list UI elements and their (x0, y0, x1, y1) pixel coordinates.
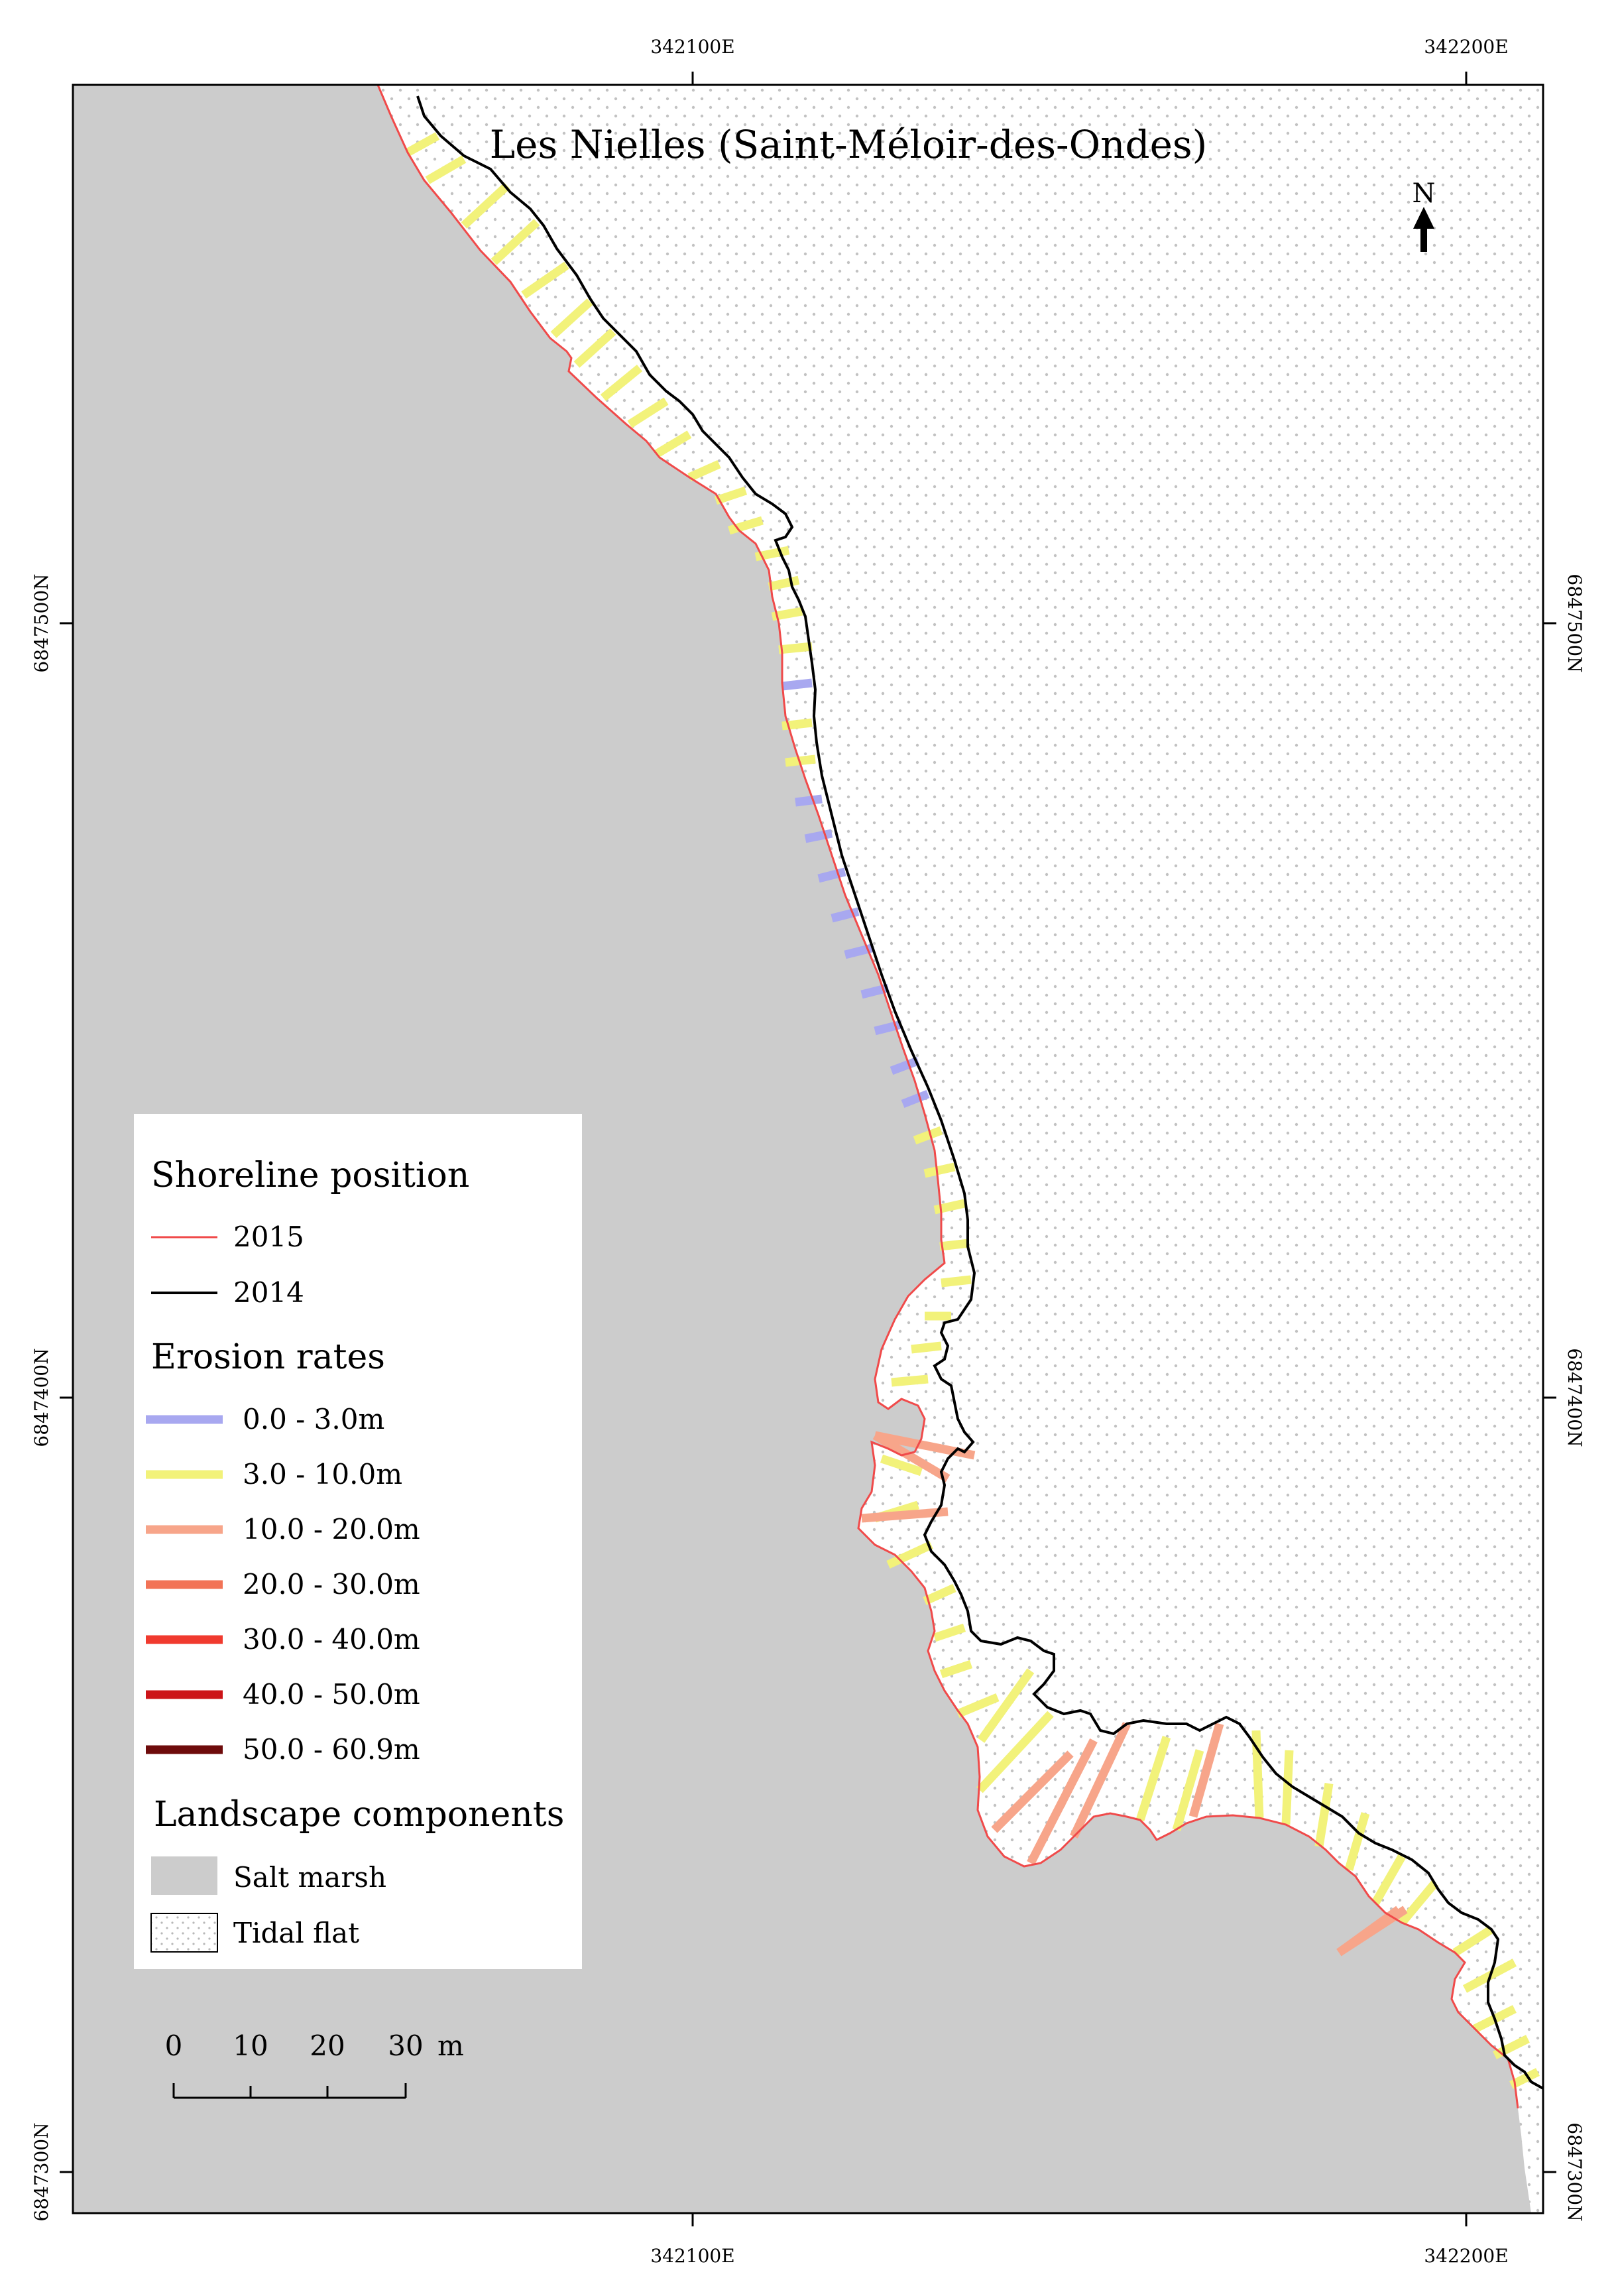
erosion-transects (405, 132, 1540, 2089)
y-tick-label-6847300-right: 6847300N (1564, 2122, 1586, 2221)
legend-label-erosion-3: 10.0 - 20.0m (243, 1513, 420, 1545)
legend: Shoreline position 2015 2014 Erosion rat… (134, 1114, 582, 1969)
scale-unit: m (437, 2029, 464, 2062)
grid-ticks (60, 72, 1556, 2226)
shoreline-2015 (376, 85, 1519, 2109)
legend-shoreline-title: Shoreline position (151, 1156, 469, 1195)
legend-label-tidal-flat: Tidal flat (233, 1917, 359, 1949)
legend-erosion-items: 0.0 - 3.0m 3.0 - 10.0m 10.0 - 20.0m 20.0… (146, 1403, 420, 1766)
scale-tick-30: 30 (388, 2029, 423, 2062)
legend-landscape-title: Landscape components (154, 1795, 564, 1835)
shoreline-2014 (416, 95, 1543, 2090)
y-tick-label-6847500-left: 6847500N (30, 574, 52, 672)
legend-swatch-salt-marsh (151, 1856, 217, 1895)
map-frame (72, 84, 1544, 2214)
north-arrow-icon (1413, 207, 1434, 252)
x-tick-label-342200-top: 342200E (1424, 36, 1508, 58)
x-tick-label-342200-bottom: 342200E (1424, 2245, 1508, 2267)
legend-label-2014: 2014 (233, 1276, 304, 1309)
legend-background (134, 1114, 582, 1969)
legend-label-erosion-2: 3.0 - 10.0m (243, 1458, 402, 1490)
legend-erosion-title: Erosion rates (151, 1337, 385, 1377)
y-tick-label-6847400-left: 6847400N (30, 1348, 52, 1447)
legend-label-erosion-4: 20.0 - 30.0m (243, 1568, 420, 1601)
legend-label-erosion-1: 0.0 - 3.0m (243, 1403, 384, 1435)
north-arrow: N (1413, 178, 1436, 252)
legend-label-erosion-7: 50.0 - 60.9m (243, 1733, 420, 1766)
legend-label-salt-marsh: Salt marsh (233, 1861, 386, 1894)
legend-label-2015: 2015 (233, 1221, 304, 1253)
north-label: N (1413, 178, 1436, 209)
scale-tick-10: 10 (233, 2029, 268, 2062)
legend-swatch-tidal-flat (150, 1913, 218, 1953)
map-title: Les Nielles (Saint-Méloir-des-Ondes) (490, 122, 1208, 167)
y-tick-label-6847500-right: 6847500N (1564, 574, 1586, 672)
scale-bar: 0 10 20 30 m (165, 2029, 464, 2099)
y-tick-label-6847300-left: 6847300N (30, 2122, 52, 2221)
scale-tick-0: 0 (165, 2029, 183, 2062)
legend-label-erosion-5: 30.0 - 40.0m (243, 1623, 420, 1656)
scale-tick-20: 20 (310, 2029, 345, 2062)
x-tick-label-342100-top: 342100E (650, 36, 734, 58)
legend-label-erosion-6: 40.0 - 50.0m (243, 1678, 420, 1711)
x-tick-label-342100-bottom: 342100E (650, 2245, 734, 2267)
y-tick-label-6847400-right: 6847400N (1564, 1348, 1586, 1447)
